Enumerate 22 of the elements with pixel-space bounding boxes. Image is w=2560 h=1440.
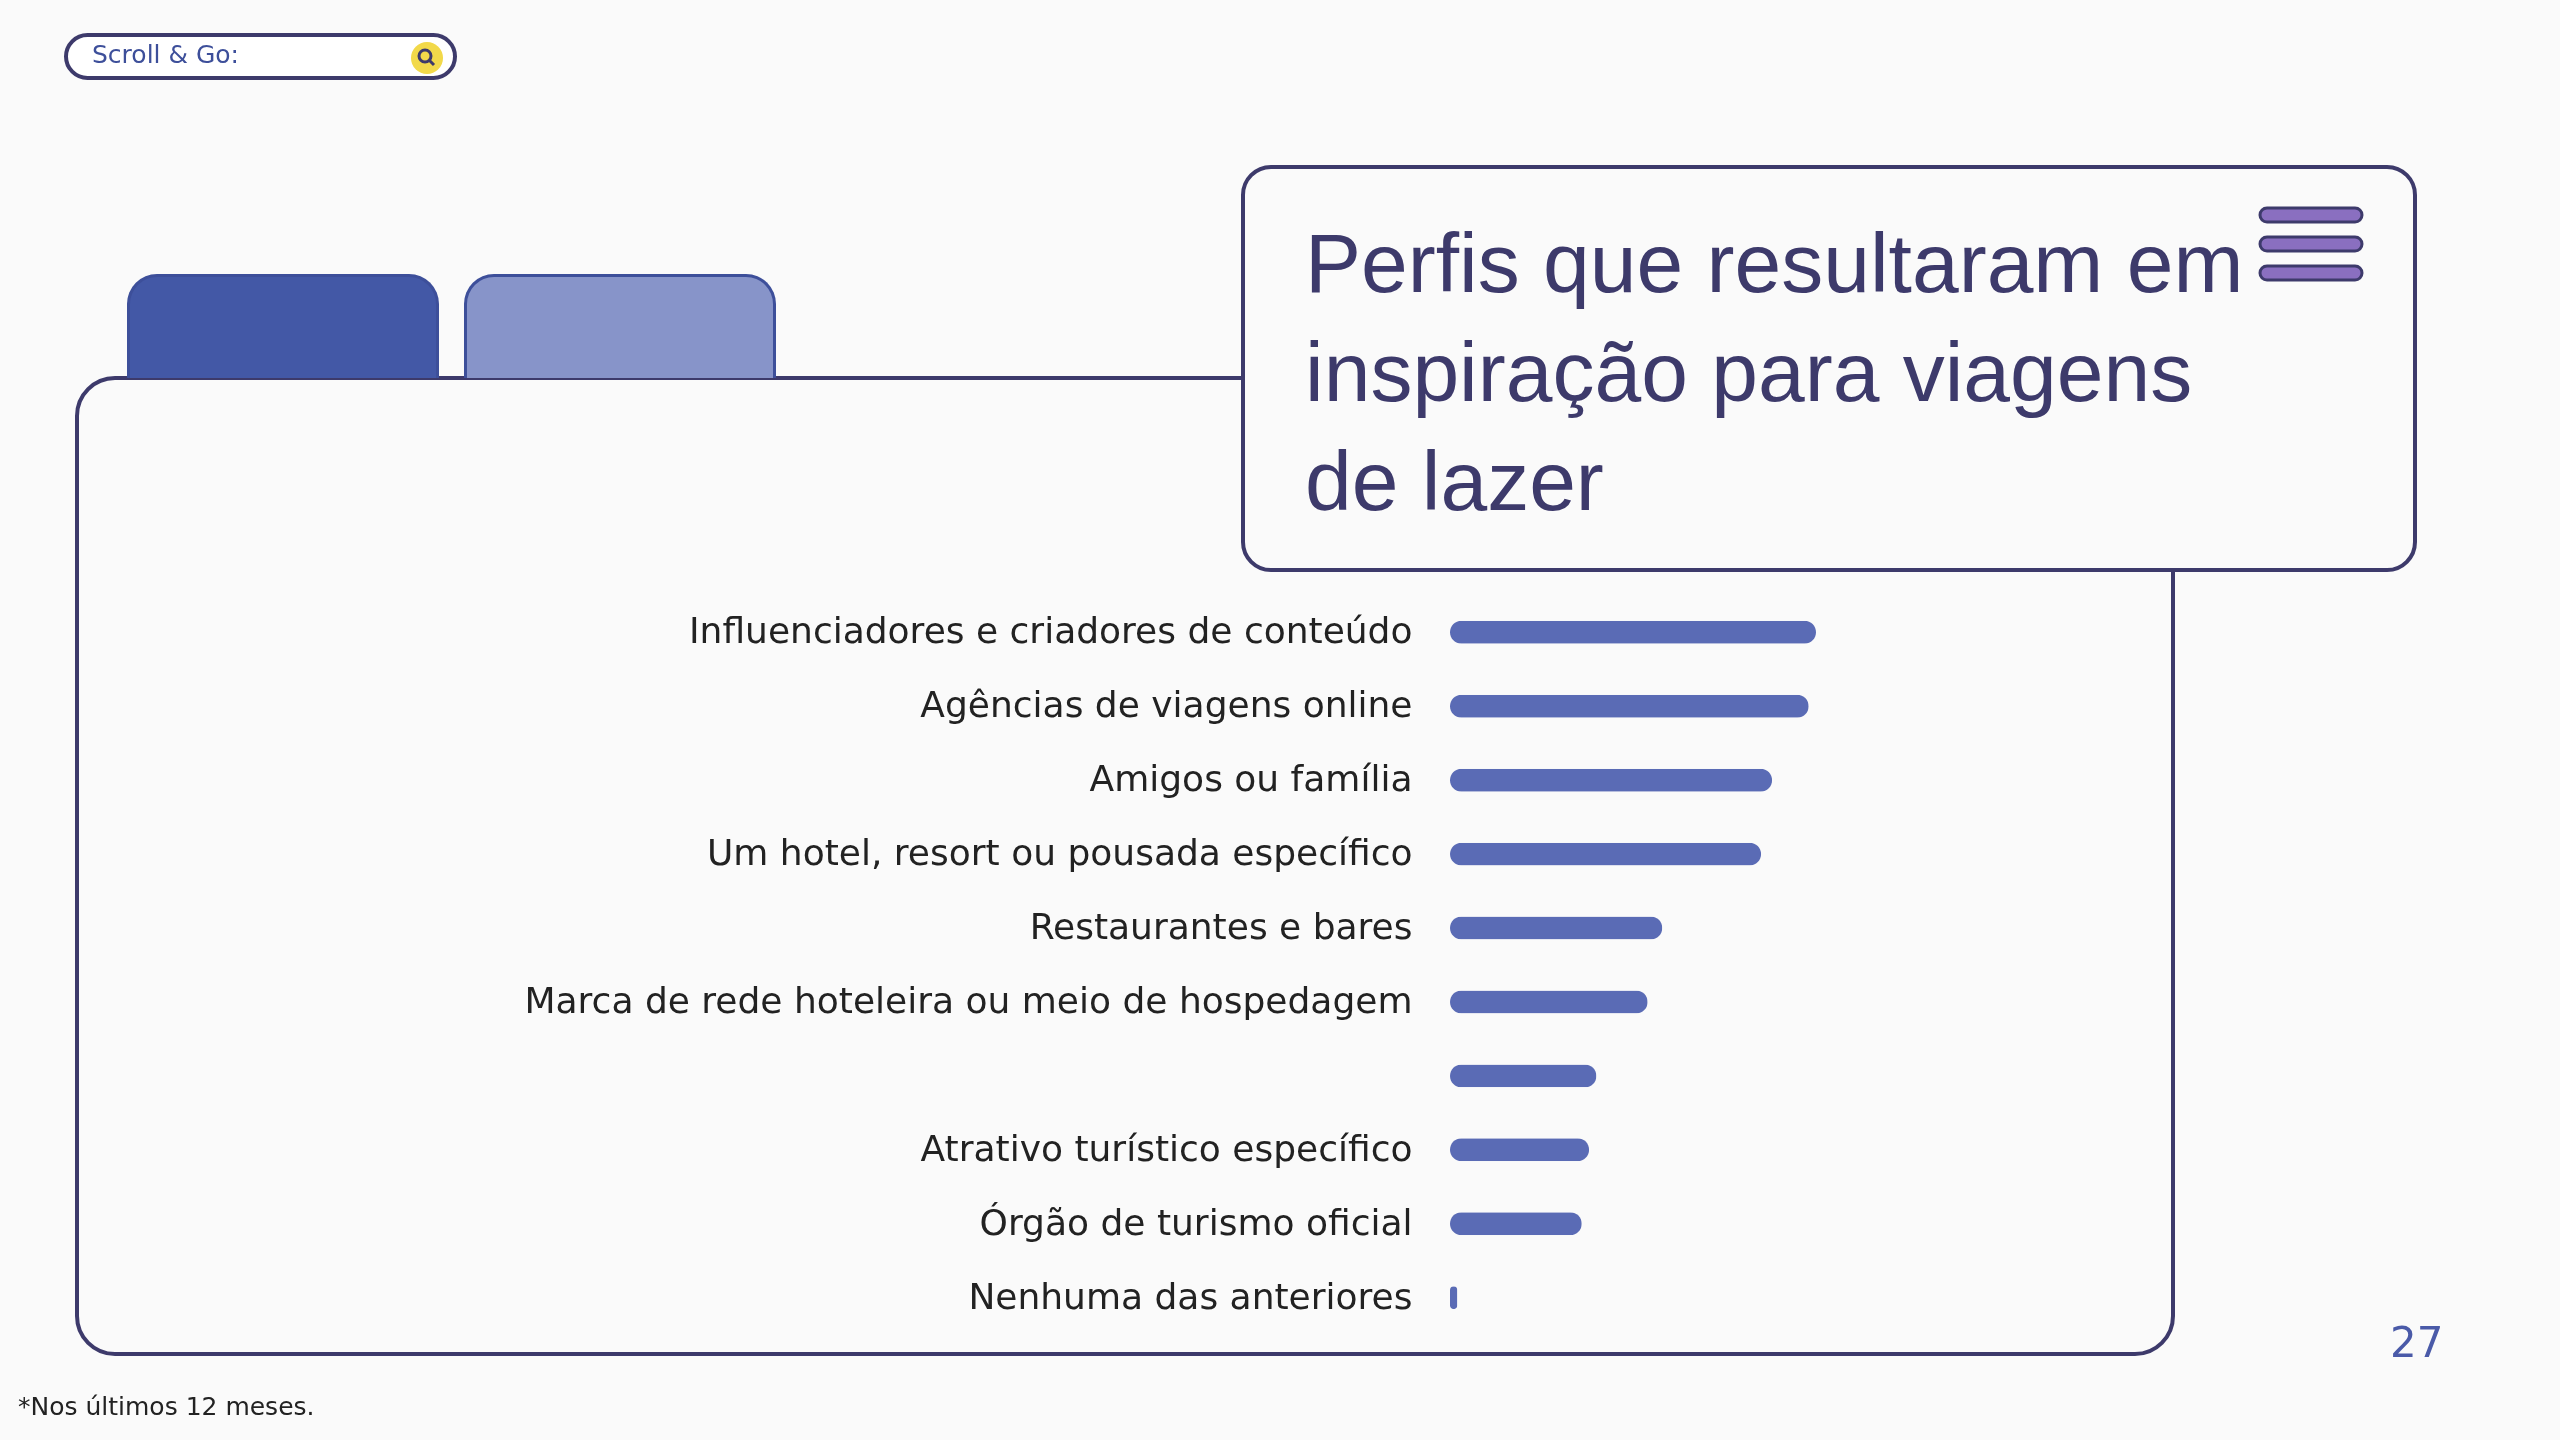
text: Scroll & Go:	[92, 40, 240, 69]
bar	[1450, 694, 1809, 718]
y-tick-label: Um hotel, resort ou pousada específico	[707, 832, 1413, 874]
y-tick-label: Nenhuma das anteriores	[968, 1275, 1413, 1317]
text: 27	[2390, 1318, 2444, 1367]
y-tick-label: Órgão de turismo oficial	[979, 1201, 1413, 1243]
y-tick-label: Marca de rede hoteleira ou meio de hospedagem	[524, 979, 1413, 1021]
bar	[1450, 1064, 1597, 1088]
chart-title: Perfis que resultaram em inspiração para viagens de lazer	[1305, 215, 2245, 530]
y-tick-label: Amigos ou família	[1089, 758, 1413, 800]
y-tick-label: Atrativo turístico específico	[920, 1127, 1413, 1169]
y-tick-label: Restaurantes e bares	[1029, 906, 1413, 948]
bar	[1450, 1138, 1590, 1162]
bar	[1450, 916, 1663, 940]
bar	[1450, 842, 1762, 866]
bar	[1450, 990, 1648, 1014]
y-tick-label: Influenciadores e criadores de conteúdo	[689, 610, 1413, 652]
bar	[1450, 620, 1816, 644]
bar	[1450, 1212, 1582, 1236]
bar	[1450, 768, 1773, 792]
y-tick-label: Agências de viagens online	[920, 684, 1413, 726]
text: *Nos últimos 12 meses.	[18, 1392, 315, 1421]
